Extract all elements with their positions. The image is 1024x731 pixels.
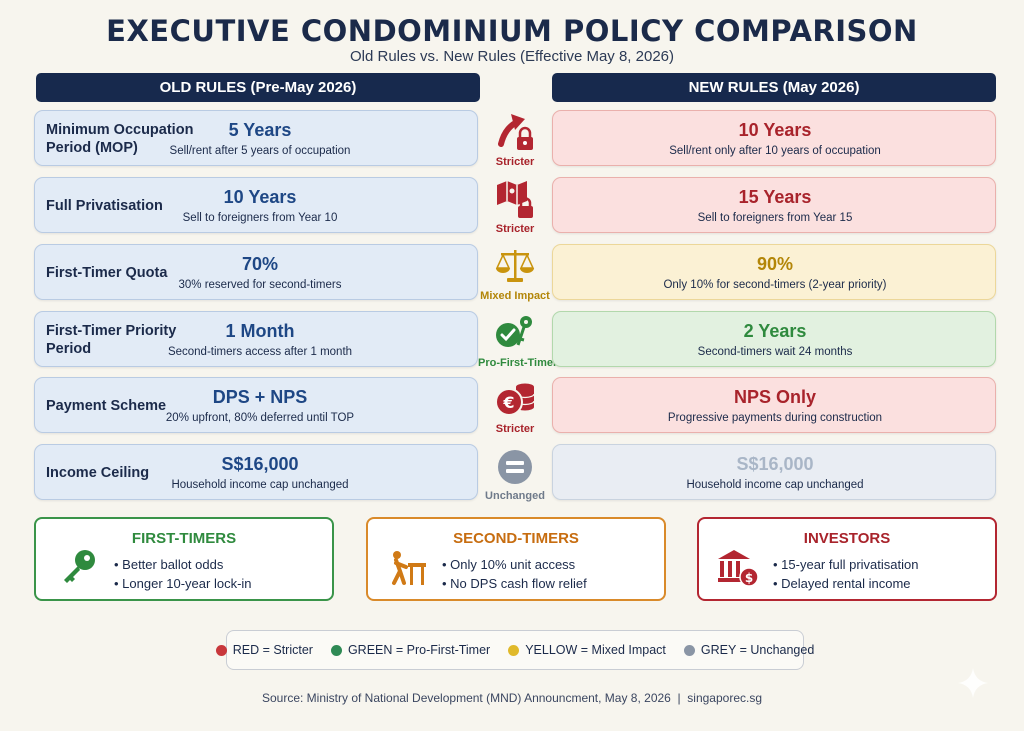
impact-label: Stricter xyxy=(495,223,535,235)
new-value: 2 Years xyxy=(743,321,807,341)
legend-item-yellow: YELLOW = Mixed Impact xyxy=(508,643,666,657)
old-description: 30% reserved for second-timers xyxy=(178,279,342,291)
legend-dot xyxy=(508,644,520,656)
old-rule-card-priority: First-Timer Priority Period 1 Month Seco… xyxy=(34,311,478,367)
old-description: 20% upfront, 80% deferred until TOP xyxy=(165,412,355,424)
list-item: 15-year full privatisation xyxy=(773,555,918,574)
impact-label: Stricter xyxy=(495,156,535,168)
impact-indicator-mop: Stricter xyxy=(478,110,552,176)
legend-item-green: GREEN = Pro-First-Timer xyxy=(330,643,491,657)
old-rule-card-mop: Minimum Occupation Period (MOP) 5 Years … xyxy=(34,110,478,166)
new-value: 90% xyxy=(756,254,794,274)
legend-label: YELLOW = Mixed Impact xyxy=(525,643,666,657)
impact-label: Pro-First-Timer xyxy=(478,357,558,369)
equals-icon xyxy=(498,450,532,484)
investors-box: INVESTORS $ 15-year full privatisation D… xyxy=(697,517,997,601)
rule-label: Payment Scheme xyxy=(46,397,167,414)
page-subtitle: Old Rules vs. New Rules (Effective May 8… xyxy=(349,48,675,65)
new-rule-card-income: S$16,000 Household income cap unchanged xyxy=(552,444,996,500)
page-title: EXECUTIVE CONDOMINIUM POLICY COMPARISON xyxy=(106,14,918,48)
rule-label: First-Timer Quota xyxy=(46,264,168,281)
old-value: 70% xyxy=(241,254,279,274)
color-legend: RED = Stricter GREEN = Pro-First-Timer Y… xyxy=(215,630,814,670)
new-rule-card-privatisation: 15 Years Sell to foreigners from Year 15 xyxy=(552,177,996,233)
old-description: Second-timers access after 1 month xyxy=(167,346,353,358)
old-description: Sell/rent after 5 years of occupation xyxy=(169,145,351,157)
box-title: SECOND-TIMERS xyxy=(453,530,579,547)
second-timers-list: Only 10% unit access No DPS cash flow re… xyxy=(442,555,587,593)
impact-label: Mixed Impact xyxy=(480,290,550,302)
impact-indicator-quota: Mixed Impact xyxy=(478,244,552,310)
legend-dot xyxy=(215,644,227,656)
rule-label: Full Privatisation xyxy=(46,197,163,214)
new-value: 15 Years xyxy=(738,187,812,207)
new-rule-card-mop: 10 Years Sell/rent only after 10 years o… xyxy=(552,110,996,166)
sparkle-icon xyxy=(958,668,988,698)
box-title: INVESTORS xyxy=(803,530,891,547)
new-value: S$16,000 xyxy=(736,454,814,474)
svg-text:€: € xyxy=(502,393,514,412)
new-rule-card-priority: 2 Years Second-timers wait 24 months xyxy=(552,311,996,367)
new-description: Only 10% for second-timers (2-year prior… xyxy=(663,279,887,291)
legend-item-grey: GREY = Unchanged xyxy=(683,643,815,657)
legend-label: GREEN = Pro-First-Timer xyxy=(347,643,491,657)
old-value: 10 Years xyxy=(223,187,297,207)
first-timers-box: FIRST-TIMERS Better ballot odds Longer 1… xyxy=(34,517,334,601)
list-item: Only 10% unit access xyxy=(442,555,587,574)
map-lock-icon xyxy=(497,181,533,218)
rule-label: First-Timer Priority Period xyxy=(46,322,177,357)
new-rule-card-payment: NPS Only Progressive payments during con… xyxy=(552,377,996,433)
old-value: S$16,000 xyxy=(221,454,299,474)
list-item: Longer 10-year lock-in xyxy=(114,574,251,593)
old-rules-header: OLD RULES (Pre-May 2026) xyxy=(36,73,480,102)
source-note: Source: Ministry of National Development… xyxy=(261,691,762,705)
new-rules-header: NEW RULES (May 2026) xyxy=(552,73,996,102)
old-rule-card-privatisation: Full Privatisation 10 Years Sell to fore… xyxy=(34,177,478,233)
new-rule-card-quota: 90% Only 10% for second-timers (2-year p… xyxy=(552,244,996,300)
list-item: No DPS cash flow relief xyxy=(442,574,587,593)
old-value: DPS + NPS xyxy=(212,387,308,407)
old-rule-card-income: Income Ceiling S$16,000 Household income… xyxy=(34,444,478,500)
old-rule-card-payment: Payment Scheme DPS + NPS 20% upfront, 80… xyxy=(34,377,478,433)
old-value: 1 Month xyxy=(225,321,295,341)
impact-indicator-priority: Pro-First-Timer xyxy=(478,311,558,377)
scales-icon xyxy=(495,250,535,282)
new-description: Progressive payments during construction xyxy=(667,412,883,424)
new-description: Second-timers wait 24 months xyxy=(697,346,853,358)
impact-indicator-payment: € Stricter xyxy=(478,377,552,443)
new-description: Household income cap unchanged xyxy=(686,479,864,491)
arrow-up-lock-icon xyxy=(498,114,533,150)
impact-label: Unchanged xyxy=(485,490,545,502)
rule-label: Minimum Occupation Period (MOP) xyxy=(46,121,194,156)
first-timers-list: Better ballot odds Longer 10-year lock-i… xyxy=(114,555,252,593)
svg-text:$: $ xyxy=(745,571,753,585)
investors-list: 15-year full privatisation Delayed renta… xyxy=(773,555,918,593)
new-value: NPS Only xyxy=(733,387,817,407)
new-description: Sell to foreigners from Year 15 xyxy=(697,212,853,224)
second-timers-box: SECOND-TIMERS Only 10% unit access No DP… xyxy=(366,517,666,601)
old-rule-card-quota: First-Timer Quota 70% 30% reserved for s… xyxy=(34,244,478,300)
rule-label: Income Ceiling xyxy=(46,464,150,481)
list-item: Better ballot odds xyxy=(114,555,252,574)
legend-dot xyxy=(683,644,695,656)
bank-money-icon: $ xyxy=(718,550,759,587)
check-key-icon xyxy=(496,316,532,347)
new-description: Sell/rent only after 10 years of occupat… xyxy=(669,145,881,157)
new-value: 10 Years xyxy=(738,120,812,140)
impact-indicator-privatisation: Stricter xyxy=(478,177,552,243)
impact-label: Stricter xyxy=(495,423,535,435)
box-title: FIRST-TIMERS xyxy=(131,530,237,547)
worker-obstacle-icon xyxy=(392,551,426,585)
old-description: Sell to foreigners from Year 10 xyxy=(182,212,338,224)
impact-indicator-income: Unchanged xyxy=(478,446,552,512)
legend-label: RED = Stricter xyxy=(232,643,313,657)
old-description: Household income cap unchanged xyxy=(171,479,349,491)
coins-icon: € xyxy=(495,383,535,416)
legend-dot xyxy=(330,644,342,656)
legend-item-red: RED = Stricter xyxy=(215,643,313,657)
list-item: Delayed rental income xyxy=(773,574,918,593)
key-icon xyxy=(64,550,95,583)
legend-label: GREY = Unchanged xyxy=(700,643,815,657)
old-value: 5 Years xyxy=(228,120,292,140)
